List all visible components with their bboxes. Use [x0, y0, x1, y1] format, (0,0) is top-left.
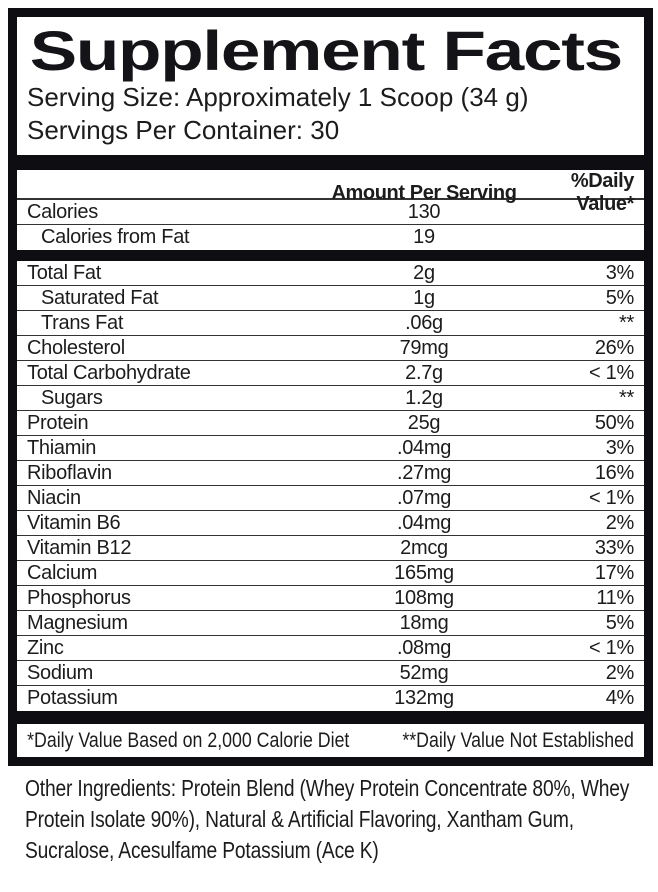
footnote-row: *Daily Value Based on 2,000 Calorie Diet…: [17, 724, 644, 757]
divider-bar-bottom: [17, 711, 644, 724]
table-row: Sugars 1.2g **: [17, 386, 644, 411]
nutrient-label: Total Fat: [27, 261, 101, 284]
serving-info: Serving Size: Approximately 1 Scoop (34 …: [17, 77, 644, 147]
nutrient-daily-value: 11%: [596, 586, 634, 609]
nutrient-daily-value: **: [619, 386, 634, 409]
table-row: Vitamin B6 .04mg 2%: [17, 511, 644, 536]
nutrient-label: Sodium: [27, 661, 94, 684]
table-row: Zinc .08mg < 1%: [17, 636, 644, 661]
nutrient-amount: 2g: [413, 261, 435, 284]
nutrient-daily-value: 4%: [605, 687, 635, 709]
nutrient-amount: 1g: [413, 286, 435, 309]
table-row: Calories 130: [17, 200, 644, 225]
footnote-not-established: **Daily Value Not Established: [402, 728, 634, 752]
table-row: Sodium 52mg 2%: [17, 661, 644, 686]
nutrient-amount: 165mg: [394, 561, 454, 584]
table-row: Thiamin .04mg 3%: [17, 436, 644, 461]
nutrient-label: Cholesterol: [27, 336, 125, 359]
nutrient-daily-value: 5%: [605, 611, 635, 634]
table-row: Phosphorus 108mg 11%: [17, 586, 644, 611]
panel-title: Supplement Facts: [29, 19, 624, 82]
nutrient-daily-value: 26%: [594, 336, 634, 359]
nutrient-label: Zinc: [27, 636, 64, 659]
nutrient-label: Magnesium: [27, 611, 128, 634]
nutrient-daily-value: 17%: [594, 561, 634, 584]
nutrient-amount: 132mg: [394, 687, 454, 709]
nutrient-daily-value: 16%: [594, 461, 634, 484]
nutrient-daily-value: 33%: [594, 536, 634, 559]
nutrient-label: Potassium: [27, 687, 118, 709]
nutrient-daily-value: < 1%: [589, 636, 634, 659]
nutrient-label: Trans Fat: [41, 311, 124, 334]
nutrient-amount: .04mg: [396, 436, 452, 459]
nutrient-amount: .04mg: [396, 511, 452, 534]
nutrient-amount: .07mg: [396, 486, 452, 509]
nutrient-amount: .08mg: [396, 636, 452, 659]
nutrient-amount: 79mg: [399, 336, 449, 359]
other-ingredients-text: Other Ingredients: Protein Blend (Whey P…: [25, 775, 630, 863]
table-row: Magnesium 18mg 5%: [17, 611, 644, 636]
nutrient-amount: 108mg: [394, 586, 454, 609]
nutrient-label: Vitamin B6: [27, 511, 121, 534]
nutrient-label: Saturated Fat: [41, 286, 159, 309]
nutrient-label: Phosphorus: [27, 586, 131, 609]
divider-bar-middle: [17, 250, 644, 261]
nutrient-amount: 52mg: [399, 661, 449, 684]
nutrient-daily-value: **: [619, 311, 634, 334]
nutrient-label: Calories from Fat: [41, 226, 190, 248]
nutrient-daily-value: 50%: [594, 411, 634, 434]
nutrient-amount: 2mcg: [400, 536, 448, 559]
table-row: Saturated Fat 1g 5%: [17, 286, 644, 311]
header-amount-per-serving: Amount Per Serving: [331, 181, 517, 204]
nutrient-label: Riboflavin: [27, 461, 112, 484]
serving-size-line: Serving Size: Approximately 1 Scoop (34 …: [27, 82, 529, 112]
nutrient-amount: 2.7g: [405, 361, 443, 384]
nutrient-amount: 18mg: [399, 611, 449, 634]
nutrient-rows: Total Fat 2g 3% Saturated Fat 1g 5% Tran…: [17, 261, 644, 711]
table-row: Calories from Fat 19: [17, 225, 644, 250]
nutrient-daily-value: 3%: [605, 436, 635, 459]
nutrient-amount: 25g: [407, 411, 441, 434]
table-row: Riboflavin .27mg 16%: [17, 461, 644, 486]
nutrient-label: Thiamin: [27, 436, 97, 459]
divider-bar-top: [17, 155, 644, 170]
header-daily-value: %Daily Value*: [570, 170, 635, 215]
nutrient-daily-value: < 1%: [589, 361, 634, 384]
table-row: Trans Fat .06g **: [17, 311, 644, 336]
nutrient-daily-value: 3%: [605, 261, 635, 284]
table-row: Total Carbohydrate 2.7g < 1%: [17, 361, 644, 386]
table-row: Vitamin B12 2mcg 33%: [17, 536, 644, 561]
table-row: Calcium 165mg 17%: [17, 561, 644, 586]
nutrient-amount: .27mg: [396, 461, 452, 484]
supplement-facts-panel: Supplement Facts Serving Size: Approxima…: [8, 8, 653, 766]
table-header-row: Amount Per Serving %Daily Value*: [17, 170, 644, 215]
nutrient-label: Calories: [27, 200, 98, 223]
nutrient-amount: 1.2g: [405, 386, 443, 409]
table-row: Total Fat 2g 3%: [17, 261, 644, 286]
nutrient-amount: .06g: [405, 311, 443, 334]
table-row: Potassium 132mg 4%: [17, 686, 644, 711]
nutrient-amount: 130: [407, 200, 441, 223]
nutrient-label: Protein: [27, 411, 89, 434]
nutrient-daily-value: 5%: [605, 286, 635, 309]
nutrient-label: Niacin: [27, 486, 81, 509]
table-row: Cholesterol 79mg 26%: [17, 336, 644, 361]
footnote-daily-value-basis: *Daily Value Based on 2,000 Calorie Diet: [27, 728, 350, 752]
table-row: Niacin .07mg < 1%: [17, 486, 644, 511]
servings-per-container-line: Servings Per Container: 30: [27, 115, 340, 145]
table-row: Protein 25g 50%: [17, 411, 644, 436]
nutrient-label: Sugars: [41, 386, 103, 409]
nutrient-label: Calcium: [27, 561, 98, 584]
nutrient-daily-value: 2%: [605, 511, 635, 534]
nutrient-daily-value: 2%: [605, 661, 635, 684]
calorie-rows: Calories 130 Calories from Fat 19: [17, 200, 644, 250]
nutrient-amount: 19: [413, 226, 435, 248]
nutrient-daily-value: < 1%: [589, 486, 634, 509]
nutrient-label: Total Carbohydrate: [27, 361, 191, 384]
nutrient-label: Vitamin B12: [27, 536, 132, 559]
